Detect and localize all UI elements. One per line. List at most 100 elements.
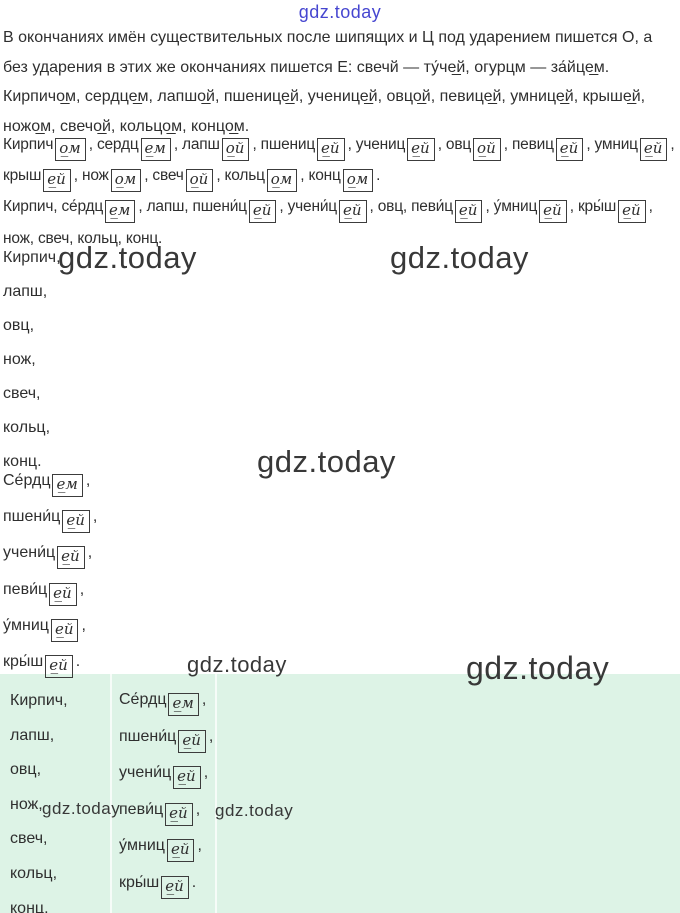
separator: , xyxy=(73,167,82,184)
word-stem: крыш xyxy=(3,167,42,184)
table-row: овц, xyxy=(10,761,42,779)
ending-box: е̲й xyxy=(248,200,277,223)
separator: . xyxy=(191,873,197,891)
ending-box: е̲м xyxy=(105,200,136,223)
watermark-in-table-left: gdz.today xyxy=(42,799,121,818)
separator: , xyxy=(216,167,225,184)
list-item: кры́ш е̲й. xyxy=(3,644,680,680)
boxed-ending-list: Се́рдц е̲м, пшени́ц е̲й, учени́ц е̲й, певи́ц е̲… xyxy=(3,463,680,680)
separator: , xyxy=(203,764,209,782)
watermark-top-logo: gdz.today xyxy=(298,2,382,22)
word-stem: певиц xyxy=(511,136,554,153)
ending-box: е̲й xyxy=(43,169,71,192)
word-with-ending: се́рдц е̲м, xyxy=(61,198,146,223)
plain-stem-list: Кирпич, лапш, овц, нож, свеч, кольц, конц. xyxy=(3,241,680,479)
list-item: конц. xyxy=(3,453,42,470)
separator: , xyxy=(369,198,378,215)
table-row: свеч, xyxy=(10,830,48,848)
answer-paragraph: Кирпичо̲м, сердце̲м, лапшо̲й, пшенице̲й,… xyxy=(3,82,680,141)
word-stem: кры́ш xyxy=(577,198,617,215)
ending-box: е̲й xyxy=(62,510,90,534)
word-with-ending: учениц е̲й, xyxy=(356,136,446,161)
watermark-in-table-right: gdz.today xyxy=(215,801,294,820)
separator: , xyxy=(648,198,653,215)
ending-box: е̲м xyxy=(168,693,199,716)
separator: , xyxy=(85,472,91,489)
rule-line-1: В окончаниях имён существительных после … xyxy=(3,29,653,46)
list-item: у́мниц е̲й, xyxy=(3,608,680,644)
ending-box: о̲й xyxy=(473,138,501,161)
separator: , xyxy=(88,136,97,153)
word-with-ending: Кирпич, xyxy=(3,198,61,215)
ending-box: е̲й xyxy=(454,200,483,223)
separator: , xyxy=(92,508,98,526)
boxed-words-row-2: крыш е̲й, нож о̲м, свеч о̲й, кольц о̲м, конц… xyxy=(3,160,680,192)
word-with-ending: у́мниц е̲й, xyxy=(494,198,578,223)
word-stem: Се́рдц xyxy=(119,691,167,708)
separator: , xyxy=(252,136,261,153)
word-stem: свеч xyxy=(152,167,184,184)
ending-box: е̲м xyxy=(140,138,171,161)
word-stem: у́мниц xyxy=(3,616,49,634)
list-item: певи́ц е̲й, xyxy=(3,572,680,608)
word-with-ending: певи́ц е̲й, xyxy=(411,198,494,223)
word-with-ending: нож о̲м, xyxy=(81,167,152,192)
table-row: у́мниц е̲й, xyxy=(119,828,215,865)
separator: . xyxy=(75,652,81,670)
word-with-ending: овц о̲й, xyxy=(446,136,512,161)
word-stem: пшени́ц xyxy=(192,198,248,215)
ending-box: е̲й xyxy=(407,138,435,161)
ending-box: е̲й xyxy=(166,839,195,863)
separator: , xyxy=(503,136,512,153)
separator: , xyxy=(279,198,288,215)
word-stem: овц xyxy=(377,198,403,215)
ending-box: е̲й xyxy=(50,618,79,642)
ending-box: е̲м xyxy=(52,474,83,497)
table-row: кры́ш е̲й. xyxy=(119,865,215,902)
table-row: нож, xyxy=(10,795,43,813)
watermark-above-table-large: gdz.today xyxy=(466,650,610,686)
answer-line-2: ножо̲м, свечо̲й, кольцо̲м, концо̲м. xyxy=(3,117,250,135)
word-with-ending: пшениц е̲й, xyxy=(261,136,356,161)
word-with-ending: певиц е̲й, xyxy=(511,136,595,161)
ending-box: е̲й xyxy=(178,729,206,753)
separator: , xyxy=(402,198,412,215)
boxed-words-row-1: Кирпич о̲м, сердц е̲м, лапш о̲й, пшениц е̲й,… xyxy=(3,129,680,161)
ending-box: е̲й xyxy=(57,546,85,570)
separator: , xyxy=(586,136,595,153)
word-with-ending: пшени́ц е̲й, xyxy=(192,198,288,223)
word-stem: умниц xyxy=(594,136,639,153)
word-with-ending: лапш о̲й, xyxy=(182,136,261,161)
ending-box: е̲й xyxy=(539,200,567,223)
separator: , xyxy=(195,800,201,818)
word-stem: лапш xyxy=(146,198,185,215)
word-stem: пшени́ц xyxy=(119,727,177,745)
word-stem: певи́ц xyxy=(3,580,48,598)
separator: . xyxy=(376,167,381,184)
separator: , xyxy=(300,167,309,184)
word-stem: нож xyxy=(81,167,109,184)
stems-words-row-2: нож, свеч, кольц, конц. xyxy=(3,230,163,247)
word-stem: кольц xyxy=(224,167,265,184)
word-stem: Се́рдц xyxy=(3,472,51,489)
word-stem: Кирпич xyxy=(3,136,54,153)
separator: , xyxy=(485,198,494,215)
separator: , xyxy=(347,136,356,153)
separator: , xyxy=(87,544,93,562)
separator: , xyxy=(201,691,207,708)
word-stem: у́мниц xyxy=(119,837,165,855)
ending-box: е̲й xyxy=(173,766,201,790)
word-stem: пшени́ц xyxy=(3,508,61,526)
list-item: кольц, xyxy=(3,419,51,436)
watermark-center: gdz.today xyxy=(257,444,396,479)
word-with-ending: кольц о̲м, xyxy=(224,167,309,192)
word-stem: лапш xyxy=(182,136,220,153)
separator: , xyxy=(53,198,62,215)
word-stem: кры́ш xyxy=(3,652,44,670)
word-with-ending: умниц е̲й, xyxy=(594,136,675,161)
table-row: Се́рдц е̲м, xyxy=(119,682,215,719)
word-stem: сердц xyxy=(96,136,139,153)
ending-box: о̲м xyxy=(110,169,142,192)
separator: , xyxy=(670,136,675,153)
